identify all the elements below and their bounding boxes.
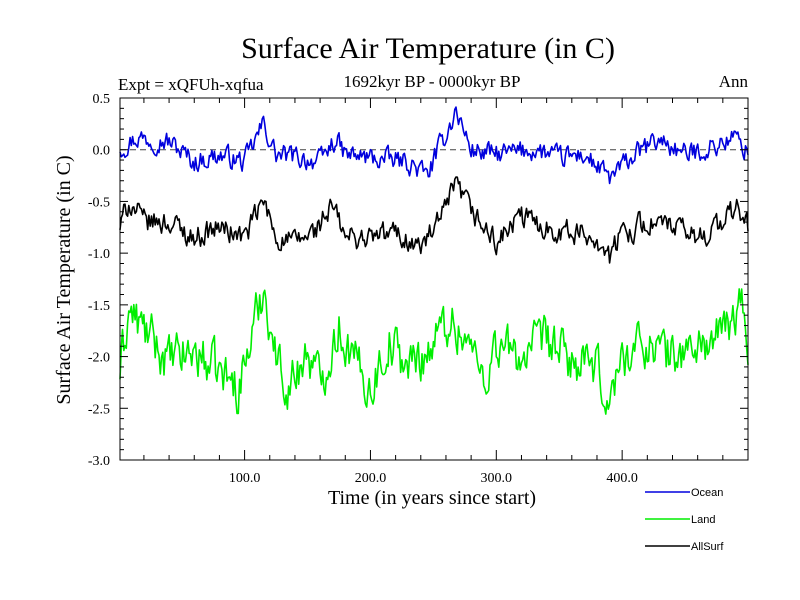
y-tick-label: 0.5	[93, 92, 111, 107]
y-tick-label: -1.5	[88, 299, 110, 314]
y-tick-label: -2.5	[88, 402, 110, 417]
legend: Ocean Land AllSurf	[645, 487, 724, 553]
y-tick-label: -3.0	[88, 454, 110, 469]
x-tick-label: 300.0	[481, 471, 513, 486]
y-tick-label: -1.0	[88, 247, 110, 262]
chart-title: Surface Air Temperature (in C)	[241, 32, 615, 65]
series-line-land	[119, 288, 749, 415]
series-layer	[119, 106, 749, 415]
y-tick-label: 0.0	[93, 144, 111, 159]
y-tick-label: -0.5	[88, 195, 110, 210]
x-axis-label: Time (in years since start)	[328, 487, 536, 509]
chart-subtitle: 1692kyr BP - 0000kyr BP	[344, 72, 521, 91]
axes-layer: 0.5 0.0 -0.5 -1.0 -1.5 -2.0 -2.5 -3.0 100.0 200.0…	[88, 92, 749, 486]
series-line-allsurf	[119, 176, 749, 264]
y-axis-label: Surface Air Temperature (in C)	[53, 155, 75, 404]
x-tick-label: 100.0	[229, 471, 261, 486]
y-tick-label: -2.0	[88, 351, 110, 366]
legend-label-allsurf: AllSurf	[691, 541, 724, 553]
x-tick-label: 200.0	[355, 471, 387, 486]
x-tick-label: 400.0	[606, 471, 638, 486]
legend-label-land: Land	[691, 514, 715, 526]
plot-frame	[119, 97, 749, 461]
legend-label-ocean: Ocean	[691, 487, 723, 499]
experiment-label: Expt = xQFUh-xqfua	[118, 75, 264, 94]
series-line-ocean	[119, 106, 749, 185]
season-label: Ann	[719, 72, 749, 91]
